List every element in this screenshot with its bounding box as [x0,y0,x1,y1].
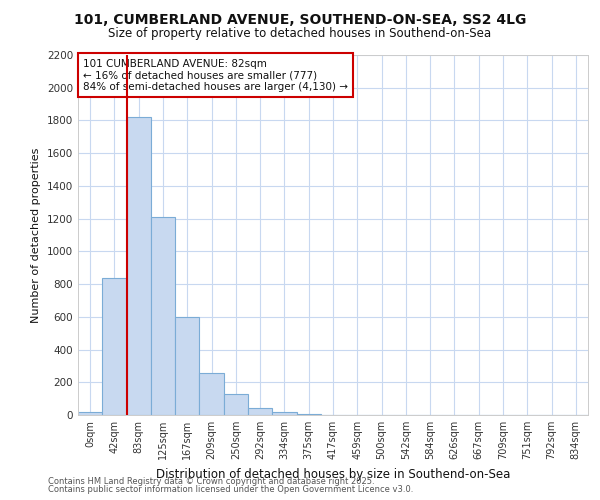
X-axis label: Distribution of detached houses by size in Southend-on-Sea: Distribution of detached houses by size … [156,468,510,480]
Bar [151,217,175,415]
Bar [78,412,102,415]
Bar [296,414,321,415]
Bar [127,117,151,415]
Bar [199,374,224,415]
Bar [272,412,296,415]
Y-axis label: Number of detached properties: Number of detached properties [31,148,41,322]
Bar [248,408,272,415]
Text: Size of property relative to detached houses in Southend-on-Sea: Size of property relative to detached ho… [109,28,491,40]
Text: Contains public sector information licensed under the Open Government Licence v3: Contains public sector information licen… [48,485,413,494]
Bar [102,278,127,415]
Text: 101, CUMBERLAND AVENUE, SOUTHEND-ON-SEA, SS2 4LG: 101, CUMBERLAND AVENUE, SOUTHEND-ON-SEA,… [74,12,526,26]
Text: 101 CUMBERLAND AVENUE: 82sqm
← 16% of detached houses are smaller (777)
84% of s: 101 CUMBERLAND AVENUE: 82sqm ← 16% of de… [83,58,348,92]
Bar [175,317,199,415]
Bar [224,394,248,415]
Text: Contains HM Land Registry data © Crown copyright and database right 2025.: Contains HM Land Registry data © Crown c… [48,477,374,486]
